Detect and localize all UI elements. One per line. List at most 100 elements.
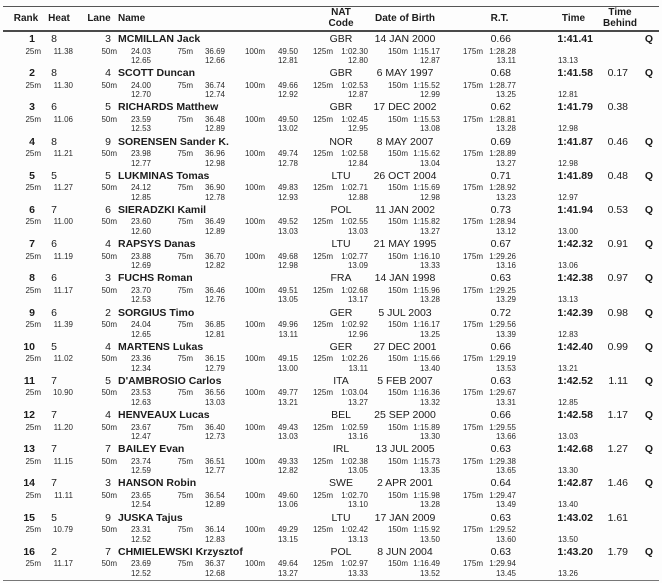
date-of-birth: 14 JAN 2000 bbox=[374, 33, 436, 45]
split-time-150m: 1:15.82 bbox=[413, 217, 440, 227]
split-label-150m: 150m bbox=[387, 490, 408, 500]
split-time-25m: 11.06 bbox=[53, 114, 73, 124]
rank-cell: 14 bbox=[23, 477, 35, 490]
split-time-175m: 1:28.81 bbox=[489, 114, 516, 124]
lap-time-175m: 13.11 bbox=[496, 56, 516, 65]
header-rule bbox=[3, 30, 659, 32]
lap-time-50m: 12.52 bbox=[130, 568, 151, 578]
split-time-75m: 36.48 bbox=[204, 114, 225, 124]
split-label-125m: 125m bbox=[312, 456, 333, 466]
lap-time-175m: 13.28 bbox=[495, 124, 516, 134]
lap-time-75m: 12.89 bbox=[204, 500, 225, 510]
lap-time-75m: 12.78 bbox=[204, 192, 225, 202]
lap-time-100m: 13.02 bbox=[277, 124, 298, 134]
lap-time-50m: 12.69 bbox=[130, 261, 151, 271]
lap-time-100m: 13.27 bbox=[277, 568, 298, 578]
lap-time-100m: 12.98 bbox=[277, 261, 298, 271]
split-time-75m: 36.49 bbox=[204, 217, 225, 227]
split-label-75m: 75m bbox=[177, 217, 193, 227]
date-of-birth: 5 FEB 2007 bbox=[377, 374, 433, 387]
split-time-75m: 36.15 bbox=[204, 354, 225, 364]
column-header-nat-line2: Code bbox=[328, 18, 354, 29]
lap-time-175m: 13.53 bbox=[495, 363, 516, 373]
lap-time-175m: 13.29 bbox=[495, 295, 516, 305]
result-row: 10 5 4 MARTENS Lukas GER 27 DEC 2001 0.6… bbox=[3, 341, 659, 375]
split-time-50m: 24.03 bbox=[130, 46, 151, 56]
split-time-75m: 36.96 bbox=[204, 149, 225, 159]
date-of-birth: 8 JUN 2004 bbox=[377, 545, 433, 558]
column-header-behind-line2: Behind bbox=[603, 18, 637, 29]
lap-time-175m: 13.16 bbox=[495, 261, 516, 271]
split-time-125m: 1:02.53 bbox=[341, 80, 368, 90]
lane-cell: 5 bbox=[105, 169, 111, 182]
split-time-125m: 1:02.38 bbox=[341, 456, 368, 466]
rank-cell: 11 bbox=[23, 374, 35, 387]
heat-cell: 5 bbox=[51, 169, 57, 182]
split-time-25m: 11.20 bbox=[53, 422, 73, 432]
lap-time-100m: 13.03 bbox=[277, 432, 298, 442]
date-of-birth: 5 JUL 2003 bbox=[378, 306, 432, 319]
split-label-25m: 25m bbox=[25, 46, 41, 56]
lane-cell: 7 bbox=[105, 545, 111, 558]
reaction-time: 0.66 bbox=[490, 340, 511, 353]
results-body: 1 8 3 MCMILLAN Jack GBR 14 JAN 2000 0.66… bbox=[3, 33, 659, 580]
split-time-25m: 11.21 bbox=[53, 149, 73, 159]
lap-time-50m: 12.77 bbox=[130, 158, 151, 168]
lap-time-200m: 13.40 bbox=[557, 500, 578, 510]
split-time-150m: 1:16.49 bbox=[413, 559, 440, 569]
lap-time-125m: 13.10 bbox=[347, 500, 368, 510]
lap-time-75m: 12.76 bbox=[204, 295, 225, 305]
column-header-dob: Date of Birth bbox=[375, 13, 435, 24]
lap-time-50m: 12.53 bbox=[130, 295, 151, 305]
nation-code: LTU bbox=[331, 238, 351, 251]
split-time-175m: 1:29.25 bbox=[489, 285, 516, 295]
split-time-100m: 49.15 bbox=[277, 354, 298, 364]
split-time-175m: 1:29.67 bbox=[489, 388, 516, 398]
split-time-150m: 1:15.92 bbox=[413, 525, 440, 535]
lap-time-50m: 12.85 bbox=[130, 192, 151, 202]
final-time: 1:42.40 bbox=[557, 340, 593, 353]
time-behind: 0.46 bbox=[607, 135, 628, 148]
qualified-mark: Q bbox=[644, 477, 654, 490]
split-time-125m: 1:02.59 bbox=[341, 422, 368, 432]
lap-time-75m: 12.77 bbox=[204, 466, 225, 476]
split-time-150m: 1:15.66 bbox=[413, 354, 440, 364]
split-label-25m: 25m bbox=[25, 490, 41, 500]
lane-cell: 4 bbox=[105, 238, 111, 251]
split-label-100m: 100m bbox=[244, 285, 265, 295]
split-time-75m: 36.90 bbox=[204, 183, 225, 193]
lap-time-175m: 13.27 bbox=[495, 158, 516, 168]
lap-time-125m: 12.95 bbox=[347, 124, 368, 134]
column-header-time-behind: Time Behind bbox=[587, 7, 653, 29]
lap-time-100m: 13.05 bbox=[277, 295, 298, 305]
split-label-175m: 175m bbox=[462, 490, 483, 500]
rank-cell: 5 bbox=[29, 169, 35, 182]
lane-cell: 3 bbox=[105, 477, 111, 490]
time-behind: 1.61 bbox=[607, 511, 628, 524]
split-time-175m: 1:29.94 bbox=[489, 559, 516, 569]
result-row: 12 7 4 HENVEAUX Lucas BEL 25 SEP 2000 0.… bbox=[3, 409, 659, 443]
reaction-time: 0.63 bbox=[490, 272, 511, 285]
lap-time-100m: 13.15 bbox=[277, 534, 298, 544]
final-time: 1:42.68 bbox=[557, 443, 593, 456]
lap-time-100m: 12.78 bbox=[277, 158, 298, 168]
date-of-birth: 17 JAN 2009 bbox=[374, 511, 436, 524]
nation-code: ITA bbox=[333, 374, 349, 387]
time-behind: 0.38 bbox=[607, 101, 628, 114]
split-time-150m: 1:15.98 bbox=[413, 490, 440, 500]
lap-time-200m: 13.00 bbox=[557, 226, 578, 236]
date-of-birth: 13 JUL 2005 bbox=[375, 443, 435, 456]
lap-time-200m: 13.13 bbox=[557, 56, 578, 65]
column-header-rank: Rank bbox=[13, 13, 39, 24]
final-time: 1:43.20 bbox=[557, 545, 593, 558]
split-label-50m: 50m bbox=[101, 320, 117, 329]
qualified-mark: Q bbox=[644, 374, 654, 387]
lap-time-200m: 12.83 bbox=[557, 329, 578, 339]
final-time: 1:41.79 bbox=[557, 101, 593, 114]
date-of-birth: 11 JAN 2002 bbox=[375, 203, 435, 216]
split-time-25m: 10.79 bbox=[52, 525, 73, 535]
date-of-birth: 14 JAN 1998 bbox=[374, 272, 436, 285]
split-label-50m: 50m bbox=[101, 422, 117, 432]
qualified-mark: Q bbox=[644, 67, 654, 80]
qualified-mark: Q bbox=[644, 340, 654, 353]
